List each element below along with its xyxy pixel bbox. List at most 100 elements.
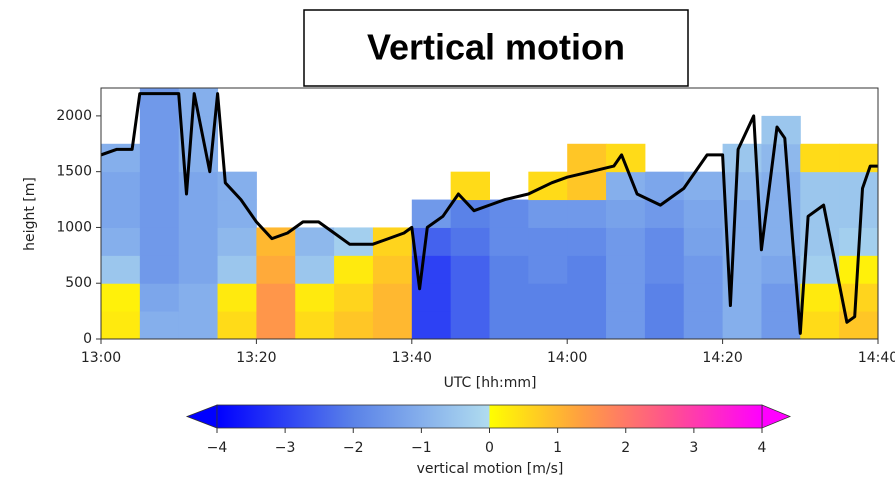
heatmap-cell — [139, 199, 180, 228]
heatmap-cell — [256, 283, 296, 312]
colorbar-negative — [217, 405, 490, 428]
heatmap-cell — [178, 255, 219, 284]
colorbar-extend-low — [185, 404, 218, 429]
heatmap-cell — [800, 171, 840, 201]
y-tick-label: 1000 — [56, 219, 92, 235]
heatmap-cell — [722, 199, 762, 228]
colorbar-extend-high — [761, 404, 792, 429]
heatmap-cell — [839, 199, 878, 228]
heatmap-cell — [644, 199, 685, 228]
heatmap-cell — [139, 311, 180, 339]
heatmap-cell — [644, 311, 685, 339]
heatmap-cell — [567, 283, 607, 312]
heatmap-cell — [411, 227, 452, 256]
heatmap-cell — [800, 143, 840, 173]
heatmap-cell — [489, 255, 529, 284]
heatmap-cell — [644, 227, 685, 256]
heatmap-cell — [567, 255, 607, 284]
heatmap-cell — [606, 311, 646, 339]
heatmap-cell — [839, 283, 878, 312]
heatmap-cell — [567, 199, 607, 228]
heatmap-cell — [528, 255, 568, 284]
heatmap-cell — [295, 255, 335, 284]
heatmap-cell — [295, 311, 335, 339]
heatmap-cell — [644, 171, 685, 201]
heatmap-cell — [101, 283, 141, 312]
x-axis-label: UTC [hh:mm] — [444, 375, 537, 391]
heatmap-cell — [528, 199, 568, 228]
colorbar-tick-label: 3 — [689, 440, 698, 456]
y-axis-label: height [m] — [22, 177, 38, 251]
x-tick-label: 13:20 — [236, 350, 276, 366]
heatmap-cell — [606, 283, 646, 312]
heatmap-cell — [372, 283, 413, 312]
heatmap-cell — [217, 311, 257, 339]
colorbar-label: vertical motion [m/s] — [417, 461, 564, 477]
heatmap-cell — [606, 227, 646, 256]
plot-frame — [100, 87, 879, 340]
heatmap-cell — [217, 255, 257, 284]
heatmap-cell — [411, 283, 452, 312]
heatmap-cell — [683, 199, 724, 228]
x-tick-label: 14:00 — [547, 350, 587, 366]
heatmap-cell — [683, 227, 724, 256]
heatmap-cell — [722, 311, 762, 339]
boundary-line — [101, 92, 878, 335]
heatmap-cell — [139, 283, 180, 312]
heatmap — [101, 88, 878, 339]
heatmap-cell — [334, 255, 374, 284]
heatmap-cell — [761, 115, 801, 145]
heatmap-cell — [761, 143, 801, 173]
title-box — [303, 9, 689, 87]
heatmap-cell — [761, 311, 801, 339]
heatmap-cell — [683, 283, 724, 312]
heatmap-cell — [450, 283, 490, 312]
heatmap-cell — [567, 227, 607, 256]
heatmap-cell — [139, 143, 180, 173]
heatmap-cell — [644, 255, 685, 284]
heatmap-cell — [450, 227, 490, 256]
heatmap-cell — [450, 255, 490, 284]
colorbar: −4 −3 −2 −1 0 1 2 3 4 — [185, 404, 792, 456]
heatmap-cell — [489, 283, 529, 312]
colorbar-tick-label: 0 — [485, 440, 494, 456]
heatmap-cell — [528, 227, 568, 256]
colorbar-tick-label: −3 — [275, 440, 296, 456]
colorbar-tick-label: −4 — [207, 440, 228, 456]
heatmap-cell — [101, 311, 141, 339]
heatmap-cell — [295, 227, 335, 256]
heatmap-cell — [256, 255, 296, 284]
heatmap-cell — [567, 311, 607, 339]
heatmap-cell — [372, 255, 413, 284]
heatmap-cell — [644, 283, 685, 312]
heatmap-cell — [722, 227, 762, 256]
y-tick-label: 0 — [83, 331, 92, 347]
heatmap-cell — [295, 283, 335, 312]
colorbar-tick-label: 4 — [758, 440, 767, 456]
heatmap-cell — [839, 143, 878, 173]
heatmap-cell — [139, 171, 180, 201]
heatmap-cell — [800, 311, 840, 339]
x-tick-label: 14:20 — [702, 350, 742, 366]
heatmap-cell — [178, 227, 219, 256]
colorbar-tick-label: −1 — [411, 440, 432, 456]
x-tick-label: 13:00 — [81, 350, 121, 366]
colorbar-positive — [489, 405, 762, 428]
heatmap-cell — [101, 171, 141, 201]
heatmap-cell — [606, 255, 646, 284]
heatmap-cell — [450, 311, 490, 339]
heatmap-cell — [217, 283, 257, 312]
heatmap-cell — [372, 311, 413, 339]
heatmap-cell — [256, 311, 296, 339]
x-tick-label: 13:40 — [392, 350, 432, 366]
heatmap-cell — [139, 115, 180, 145]
heatmap-cell — [411, 311, 452, 339]
heatmap-cell — [101, 227, 141, 256]
y-tick-label: 1500 — [56, 164, 92, 180]
heatmap-cell — [334, 227, 374, 256]
colorbar-tick-label: 1 — [553, 440, 562, 456]
heatmap-cell — [761, 283, 801, 312]
heatmap-cell — [683, 171, 724, 201]
chart-title: Vertical motion — [367, 27, 625, 68]
